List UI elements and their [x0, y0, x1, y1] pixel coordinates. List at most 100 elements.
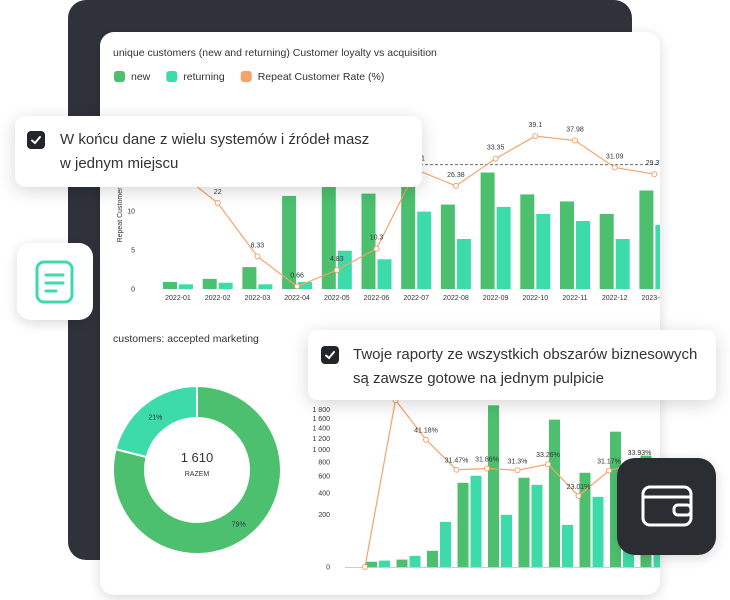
x-tick-label: 2022-09	[483, 295, 509, 302]
x-tick-label: 2022-07	[403, 295, 429, 302]
bar	[639, 190, 654, 289]
rate-point	[294, 283, 301, 290]
bar	[179, 284, 193, 289]
bar	[298, 281, 313, 289]
data-label: 4.83	[330, 256, 344, 263]
rate-point	[575, 492, 582, 499]
y-axis-title: Repeat Customer	[117, 187, 124, 243]
bar	[456, 238, 471, 289]
bar	[470, 475, 482, 567]
y-tick-label: 10	[127, 208, 135, 215]
bar	[377, 259, 392, 289]
data-label: 31.86%	[475, 457, 499, 464]
bar	[549, 419, 560, 567]
document-icon-card	[17, 243, 93, 320]
bar	[242, 267, 257, 289]
bar	[163, 281, 177, 289]
y-tick-label: 200	[318, 512, 330, 519]
bar	[366, 561, 377, 567]
legend-label: new	[131, 71, 151, 83]
x-tick-label: 2022-01	[165, 295, 191, 302]
y-tick-label: 0	[131, 287, 135, 294]
data-label: 22	[214, 189, 222, 196]
bar	[576, 220, 590, 289]
bar	[401, 183, 416, 289]
bar	[520, 194, 535, 289]
bar	[560, 201, 574, 289]
bar	[409, 555, 421, 567]
data-label: 37.98	[566, 127, 584, 134]
rate-point	[606, 467, 612, 474]
y-tick-label: 1 000	[312, 447, 330, 454]
donut-segment	[112, 384, 282, 555]
x-tick-label: 2022-08	[443, 295, 469, 302]
data-label: 21%	[148, 414, 162, 421]
bar	[427, 550, 438, 567]
bar	[258, 284, 273, 289]
bar	[361, 193, 376, 289]
bar	[337, 250, 352, 289]
total-value: 1 610	[181, 450, 214, 465]
x-tick-label: 2022-04	[284, 295, 310, 302]
bar	[531, 484, 543, 567]
bar	[321, 183, 336, 289]
checkbox	[27, 131, 45, 149]
data-label: 29.37	[646, 160, 664, 167]
bar	[518, 477, 530, 567]
data-label: 41.18%	[414, 428, 438, 435]
data-label: 33.35	[487, 145, 505, 152]
data-label: 31.09	[606, 153, 624, 160]
rate-point	[333, 267, 340, 274]
bar	[440, 521, 451, 567]
rate-line	[364, 398, 640, 568]
x-tick-label: 2022-11	[562, 295, 587, 302]
callout-text: w jednym miejscu	[60, 155, 179, 172]
rate-point	[452, 182, 459, 189]
rate-point	[572, 137, 578, 144]
rate-point	[362, 564, 368, 570]
y-tick-label: 1 400	[312, 426, 330, 433]
x-tick-label: 2023-01	[642, 295, 668, 302]
y-tick-label: 0	[326, 565, 330, 572]
legend-swatch	[240, 71, 252, 82]
data-label: 79%	[232, 522, 246, 529]
y-tick-label: 600	[318, 474, 330, 481]
data-label: 31.47%	[445, 458, 469, 465]
bar	[488, 405, 499, 567]
bar	[457, 482, 469, 567]
rate-point	[545, 461, 551, 468]
bar	[501, 514, 512, 567]
rate-point	[611, 164, 618, 171]
donut-segment	[114, 384, 198, 459]
x-tick-label: 2022-05	[324, 295, 350, 302]
total-caption: RAZEM	[185, 471, 210, 478]
bar	[417, 211, 432, 289]
legend-swatch	[114, 71, 125, 82]
bar	[615, 238, 630, 289]
y-tick-label: 1 600	[312, 416, 330, 423]
legend-label: returning	[183, 71, 225, 83]
x-tick-label: 2022-10	[522, 295, 548, 302]
rate-point	[423, 436, 429, 443]
bar	[536, 213, 551, 289]
bar	[496, 206, 511, 289]
wallet-icon-card	[617, 458, 716, 555]
y-tick-label: 1 800	[312, 407, 330, 414]
y-tick-label: 5	[131, 247, 135, 254]
rate-point	[492, 155, 499, 162]
bar	[592, 496, 604, 567]
bar	[379, 560, 390, 567]
rate-point	[532, 133, 539, 140]
data-label: 26.38	[447, 172, 465, 179]
x-tick-label: 2022-12	[602, 295, 628, 302]
callout: Twoje raporty ze wszystkich obszarów biz…	[308, 330, 716, 400]
checkbox	[321, 346, 339, 364]
rate-point	[254, 253, 261, 260]
data-label: 33.93%	[628, 450, 652, 457]
data-label: 0.66	[290, 272, 304, 279]
bar	[396, 559, 408, 567]
data-label: 10.3	[370, 235, 384, 242]
bar	[579, 472, 591, 567]
rate-point	[453, 466, 460, 473]
